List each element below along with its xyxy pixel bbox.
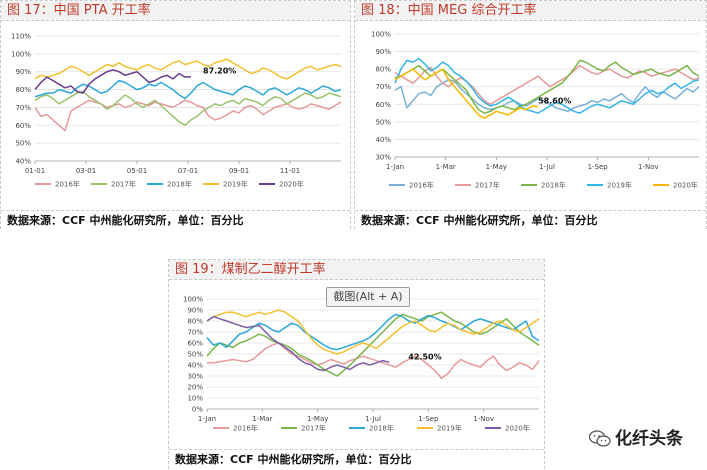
y-tick-label: 70% — [375, 83, 391, 91]
data-annotation: 58.60% — [538, 97, 571, 106]
x-tick-label: 1-Sep — [418, 415, 439, 423]
x-tick-label: 1-Mar — [252, 415, 272, 423]
y-tick-label: 80% — [187, 318, 203, 326]
y-tick-label: 40% — [187, 362, 203, 370]
legend-label: 2018年 — [369, 424, 394, 433]
meg-chart: 30% 40% 50% 60% 70% 80% 90% 100% 1-Jan 1-Mar 1-May… — [371, 31, 700, 190]
data-annotation: 87.20% — [203, 67, 236, 76]
y-tick-label: 70% — [187, 329, 203, 337]
series-line-2017年 — [34, 90, 342, 127]
chart-source: 数据来源：CCF 中州能化研究所，单位：百分比 — [1, 210, 350, 230]
series-line-2018年 — [206, 313, 540, 351]
x-tick-label: 1-Mar — [436, 163, 456, 171]
y-tick-label: 40% — [375, 136, 391, 144]
x-tick-label: 1-Jan — [386, 163, 404, 171]
y-tick-label: 60% — [187, 340, 203, 348]
x-tick-label: 1-Jul — [365, 415, 381, 423]
y-tick-label: 10% — [187, 395, 203, 403]
chart-title: 图 18：中国 MEG 综合开工率 — [355, 1, 706, 21]
chart-source: 数据来源：CCF 中州能化研究所，单位：百分比 — [355, 210, 706, 230]
watermark: 化纤头条 — [589, 425, 683, 453]
y-tick-label: 20% — [187, 384, 203, 392]
y-tick-label: 50% — [187, 351, 203, 359]
y-tick-label: 60% — [375, 101, 391, 109]
chart-source: 数据来源：CCF 中州能化研究所，单位：百分比 — [169, 449, 544, 469]
x-tick-label: 03-01 — [76, 167, 96, 175]
y-tick-label: 100% — [371, 31, 391, 39]
legend-label: 2018年 — [167, 180, 192, 189]
legend-label: 2019年 — [607, 181, 632, 190]
y-tick-label: 0% — [192, 406, 203, 414]
coal-meg-chart: 0% 10% 20% 30% 40% 50% 60% 70% 80% 90% 100% 1-Jan 1-… — [183, 296, 540, 433]
y-tick-label: 50% — [15, 140, 31, 148]
series-line-2017年 — [394, 64, 700, 106]
series-line-2017年 — [206, 311, 540, 377]
data-annotation: 42.50% — [408, 352, 441, 361]
series-line-2016年 — [394, 78, 700, 113]
series-line-2018年 — [394, 59, 700, 114]
screenshot-hint-button[interactable]: 截图(Alt + A) — [326, 287, 410, 307]
x-tick-label: 05-01 — [127, 167, 147, 175]
x-tick-label: 1-Jan — [198, 415, 216, 423]
wechat-icon — [589, 430, 611, 447]
legend-label: 2020年 — [673, 181, 698, 190]
legend-label: 2017年 — [111, 180, 136, 189]
y-tick-label: 110% — [11, 33, 31, 41]
x-tick-label: 1-Sep — [588, 163, 609, 171]
y-tick-label: 30% — [375, 154, 391, 162]
legend-label: 2016年 — [55, 180, 80, 189]
series-line-2016年 — [34, 99, 342, 132]
legend-label: 2019年 — [223, 180, 248, 189]
y-tick-label: 100% — [183, 296, 203, 304]
series-line-2019年 — [206, 309, 540, 355]
legend-label: 2018年 — [541, 181, 566, 190]
series-line-2020年 — [206, 315, 390, 372]
y-tick-label: 80% — [15, 86, 31, 94]
series-line-2020年 — [394, 68, 539, 120]
chart-title: 图 19：煤制乙二醇开工率 — [169, 260, 544, 280]
y-tick-label: 30% — [187, 373, 203, 381]
x-tick-label: 01-01 — [25, 167, 45, 175]
chart-panel-coal-meg: 图 19：煤制乙二醇开工率 0% 10% 20% 30% 40% 50% 60% 70% 80%… — [168, 259, 545, 469]
series-line-2019年 — [394, 57, 700, 114]
x-tick-label: 1-May — [307, 415, 328, 423]
x-tick-label: 11-01 — [280, 167, 300, 175]
x-tick-label: 09-01 — [229, 167, 249, 175]
legend-label: 2017年 — [475, 181, 500, 190]
x-tick-label: 1-Nov — [473, 415, 494, 423]
legend-label: 2017年 — [301, 424, 326, 433]
legend-label: 2019年 — [437, 424, 462, 433]
legend-label: 2020年 — [505, 424, 530, 433]
y-tick-label: 60% — [15, 122, 31, 130]
y-tick-label: 70% — [15, 104, 31, 112]
y-tick-label: 40% — [15, 158, 31, 166]
y-tick-label: 50% — [375, 118, 391, 126]
chart-panel-meg: 图 18：中国 MEG 综合开工率 30% 40% 50% 60% 70% 80% 90% 1… — [354, 0, 707, 230]
y-tick-label: 100% — [11, 50, 31, 58]
x-tick-label: 1-Jul — [539, 163, 555, 171]
series-line-2016年 — [207, 342, 540, 379]
x-tick-label: 1-Nov — [638, 163, 659, 171]
y-tick-label: 90% — [375, 48, 391, 56]
x-tick-label: 07-01 — [178, 167, 198, 175]
x-tick-label: 1-May — [486, 163, 507, 171]
legend-label: 2016年 — [233, 424, 258, 433]
y-tick-label: 90% — [187, 307, 203, 315]
chart-panel-pta: 图 17：中国 PTA 开工率 40% 50% 60% 70% 80% 90% 100% 11… — [0, 0, 351, 230]
series-line-2019年 — [34, 58, 342, 80]
pta-chart: 40% 50% 60% 70% 80% 90% 100% 110% 01-01 03-01 05-0… — [11, 33, 342, 189]
y-tick-label: 90% — [15, 68, 31, 76]
series-line-2018年 — [34, 79, 342, 100]
chart-title: 图 17：中国 PTA 开工率 — [1, 1, 350, 21]
legend-label: 2020年 — [279, 180, 304, 189]
watermark-text: 化纤头条 — [615, 429, 683, 449]
series-line-2020年 — [34, 69, 192, 94]
y-tick-label: 80% — [375, 66, 391, 74]
legend-label: 2016年 — [409, 181, 434, 190]
